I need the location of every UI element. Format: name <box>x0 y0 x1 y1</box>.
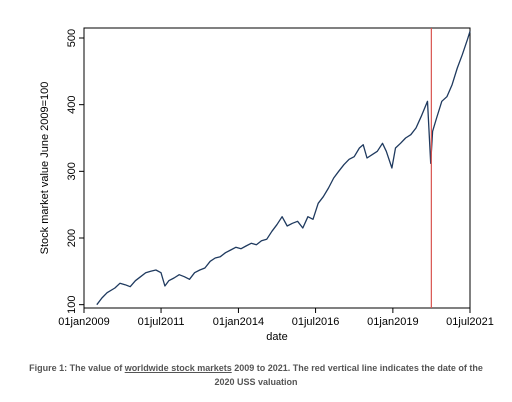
series-lines <box>96 28 471 308</box>
caption-link[interactable]: worldwide stock markets <box>124 363 232 373</box>
figure-caption: Figure 1: The value of worldwide stock m… <box>20 361 492 389</box>
y-tick-label: 200 <box>66 229 78 247</box>
x-tick-label: 01jul2011 <box>138 316 185 328</box>
x-tick-label: 01jan2009 <box>58 316 109 328</box>
x-tick-label: 01jul2016 <box>292 316 340 328</box>
x-tick-label: 01jan2014 <box>213 316 264 328</box>
x-tick-label: 01jan2019 <box>367 316 418 328</box>
y-tick-label: 400 <box>66 95 78 113</box>
y-tick-label: 300 <box>66 162 78 180</box>
y-tick-label: 100 <box>66 295 78 313</box>
x-axis-label: date <box>266 331 287 343</box>
axis-ticks: 01jan2009 01jul2011 01jan2014 01jul2016 01ja… <box>58 29 494 328</box>
x-tick-label: 01jul2021 <box>446 316 494 328</box>
caption-suffix: 2009 to 2021. The red vertical line indi… <box>214 363 483 387</box>
y-axis-label: Stock market value June 2009=100 <box>39 82 51 255</box>
plot-frame <box>83 27 471 309</box>
caption-prefix: Figure 1: The value of <box>29 363 125 373</box>
line-chart-svg: 01jan2009 01jul2011 01jan2014 01jul2016 01ja… <box>39 27 494 343</box>
series-line <box>96 31 471 306</box>
y-tick-label: 500 <box>66 29 78 47</box>
